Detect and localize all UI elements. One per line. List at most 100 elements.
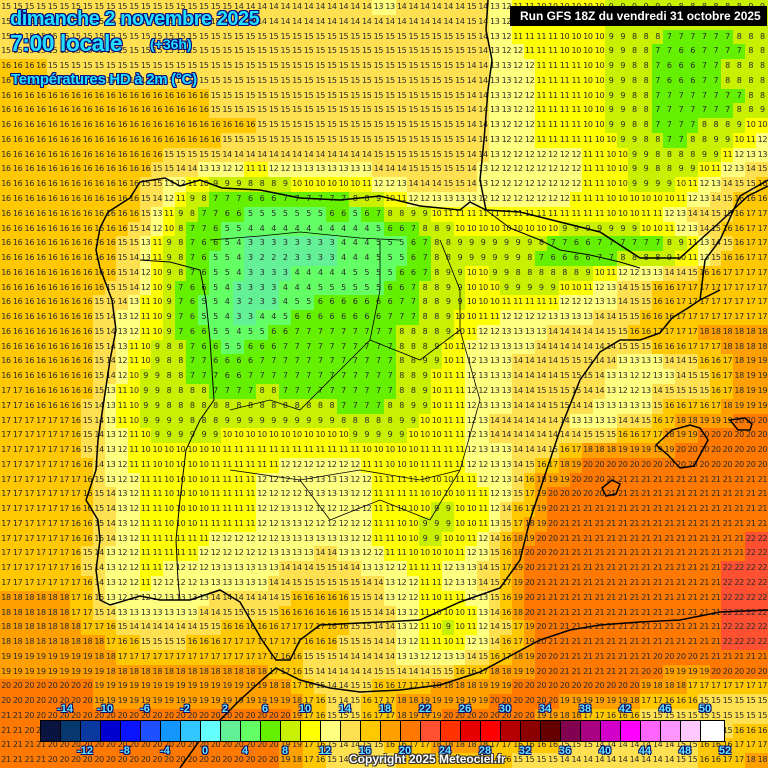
grid-value: 6 xyxy=(663,73,676,90)
grid-value: 15 xyxy=(372,29,385,45)
grid-value: 13 xyxy=(674,206,688,223)
grid-value: 13 xyxy=(488,88,501,104)
grid-value: 21 xyxy=(605,561,618,577)
grid-value: 14 xyxy=(360,576,373,592)
grid-value: 9 xyxy=(151,354,164,370)
grid-value: 7 xyxy=(616,236,629,252)
grid-value: 12 xyxy=(209,546,222,562)
grid-value: 11 xyxy=(453,443,466,459)
grid-value: 18 xyxy=(686,413,699,429)
color-legend xyxy=(40,720,725,742)
grid-value: 15 xyxy=(314,29,327,45)
grid-value: 12 xyxy=(116,369,129,385)
grid-value: 15 xyxy=(384,88,397,104)
grid-value: 15 xyxy=(0,44,13,60)
grid-value: 16 xyxy=(500,531,513,547)
grid-value: 10 xyxy=(197,177,210,193)
grid-value: 21 xyxy=(663,516,676,533)
grid-value: 19 xyxy=(104,679,117,695)
grid-value: 11 xyxy=(372,502,385,518)
grid-value: 8 xyxy=(418,310,432,326)
grid-value: 17 xyxy=(23,531,36,547)
grid-value: 10 xyxy=(430,384,443,400)
grid-value: 15 xyxy=(616,324,629,341)
legend-label-bottom: 36 xyxy=(558,745,572,757)
grid-value: 20 xyxy=(523,546,536,562)
grid-value: 11 xyxy=(232,502,245,518)
grid-value: 11 xyxy=(139,546,152,562)
grid-value: 10 xyxy=(593,103,606,119)
grid-value: 10 xyxy=(442,635,455,651)
grid-value: 7 xyxy=(698,88,711,104)
grid-value: 19 xyxy=(116,694,129,710)
grid-value: 7 xyxy=(674,103,688,119)
grid-value: 13 xyxy=(372,0,385,16)
grid-value: 5 xyxy=(221,251,234,267)
grid-value: 16 xyxy=(81,265,94,282)
grid-value: 13 xyxy=(593,398,606,415)
grid-value: 8 xyxy=(407,339,420,355)
grid-value: 15 xyxy=(209,103,222,119)
grid-value: 11 xyxy=(453,339,466,355)
grid-value: 15 xyxy=(209,44,222,60)
grid-value: 7 xyxy=(384,310,397,326)
grid-value: 19 xyxy=(500,679,513,695)
grid-value: 13 xyxy=(488,147,501,163)
grid-value: 17 xyxy=(58,576,71,592)
grid-value: 15 xyxy=(221,605,234,621)
grid-value: 16 xyxy=(186,132,199,149)
grid-value: 16 xyxy=(46,295,59,311)
grid-value: 15 xyxy=(395,88,408,104)
grid-value: 22 xyxy=(744,561,757,577)
grid-value: 14 xyxy=(128,620,141,636)
grid-value: 21 xyxy=(605,605,618,621)
grid-value: 16 xyxy=(11,221,24,237)
grid-value: 15 xyxy=(628,280,641,296)
grid-value: 16 xyxy=(81,339,94,355)
grid-value: 15 xyxy=(209,29,222,45)
grid-value: 17 xyxy=(23,546,36,562)
grid-value: 12 xyxy=(500,44,513,60)
grid-value: 14 xyxy=(430,0,443,16)
grid-value: 5 xyxy=(209,310,222,326)
grid-value: 15 xyxy=(651,398,664,415)
grid-value: 10 xyxy=(314,177,327,193)
grid-value: 21 xyxy=(640,620,653,636)
grid-value: 14 xyxy=(581,753,594,768)
grid-value: 15 xyxy=(453,29,466,45)
grid-value: 15 xyxy=(93,44,106,60)
grid-value: 15 xyxy=(244,44,257,60)
grid-value: 13 xyxy=(500,472,513,488)
grid-value: 17 xyxy=(58,472,71,488)
grid-value: 15 xyxy=(69,73,82,90)
grid-value: 9 xyxy=(733,118,746,134)
grid-value: 15 xyxy=(395,147,408,163)
grid-value: 17 xyxy=(11,398,24,415)
grid-value: 11 xyxy=(151,546,164,562)
grid-value: 11 xyxy=(244,443,257,459)
grid-value: 15 xyxy=(128,221,141,237)
grid-value: 12 xyxy=(349,472,362,488)
legend-swatch xyxy=(381,721,401,741)
grid-value: 18 xyxy=(651,679,664,695)
grid-value: 10 xyxy=(477,265,490,282)
grid-value: 15 xyxy=(395,118,408,134)
grid-value: 21 xyxy=(640,561,653,577)
grid-value: 7 xyxy=(372,206,385,223)
grid-value: 8 xyxy=(267,398,280,415)
grid-value: 16 xyxy=(151,88,164,104)
grid-value: 14 xyxy=(384,14,397,31)
grid-value: 14 xyxy=(395,162,408,178)
grid-value: 7 xyxy=(209,192,222,208)
grid-value: 8 xyxy=(733,103,746,119)
grid-value: 18 xyxy=(46,590,59,607)
grid-value: 21 xyxy=(663,605,676,621)
grid-value: 21 xyxy=(593,635,606,651)
grid-value: 7 xyxy=(337,339,350,355)
grid-value: 10 xyxy=(290,428,304,444)
grid-value: 19 xyxy=(81,664,94,680)
grid-value: 16 xyxy=(174,118,187,134)
grid-value: 21 xyxy=(733,516,746,533)
grid-value: 15 xyxy=(174,73,187,90)
